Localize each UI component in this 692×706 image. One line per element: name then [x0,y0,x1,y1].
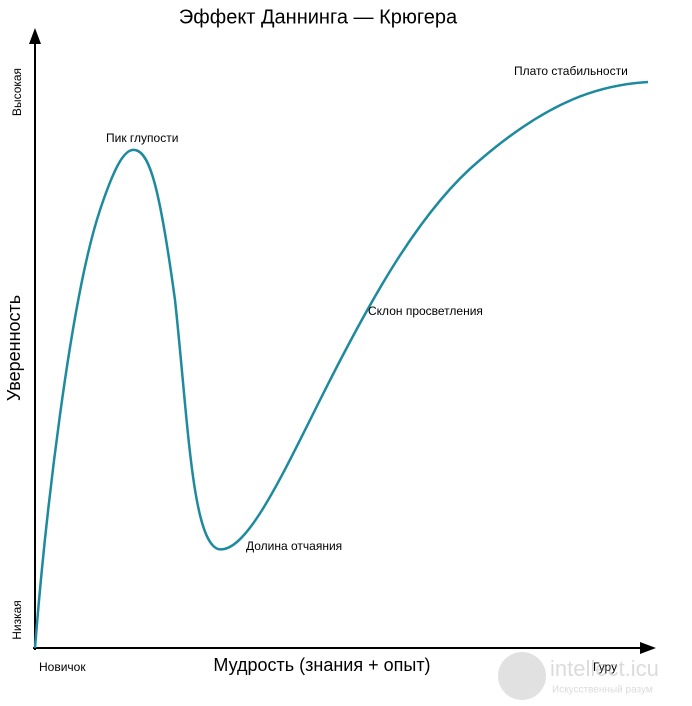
x-arrow [640,642,656,654]
watermark-tagline: Искусственный разум [552,685,653,696]
y-label: Уверенность [4,295,24,401]
y-high: Высокая [10,68,24,116]
x-left: Новичок [39,660,86,674]
annotation: Долина отчаяния [246,539,342,553]
watermark: intellect.icu Искусственный разум [498,652,659,700]
y-low: Низкая [10,600,24,640]
watermark-site: intellect.icu [550,656,659,681]
curve [33,80,649,649]
x-right: Гуру [593,660,617,674]
x-label: Мудрость (знания + опыт) [213,655,430,675]
annotation: Склон просветления [368,304,483,318]
title: Эффект Даннинга — Крюгера [179,6,458,28]
watermark-logo [498,652,546,700]
annotation: Пик глупости [106,131,178,145]
y-arrow [29,28,41,44]
annotation: Плато стабильности [514,64,628,78]
